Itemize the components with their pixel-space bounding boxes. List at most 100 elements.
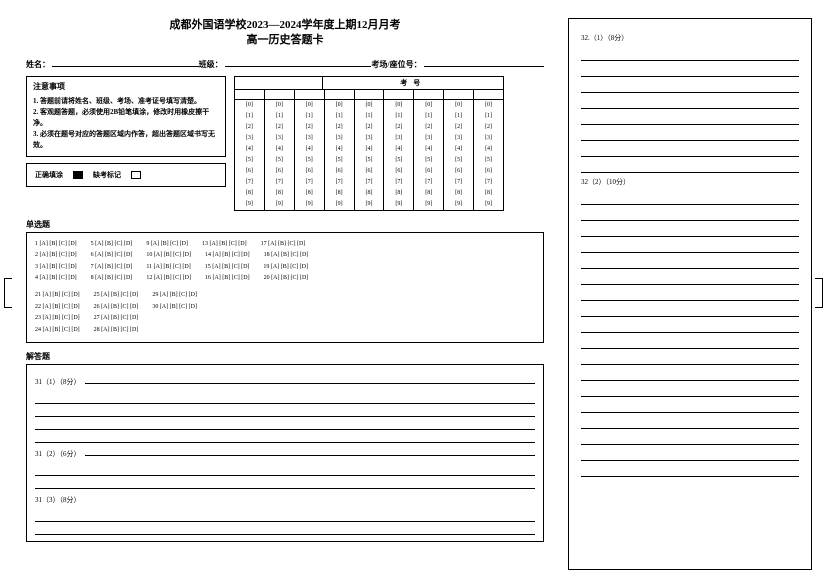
exam-bubble: [5] <box>355 155 385 166</box>
exam-bubble: [1] <box>265 111 295 122</box>
exam-bubble: [3] <box>414 133 444 144</box>
mc-item: 18 [A] [B] [C] [D] <box>264 250 309 261</box>
mc-item: 7 [A] [B] [C] [D] <box>91 262 133 273</box>
mc-item: 9 [A] [B] [C] [D] <box>146 239 188 250</box>
exam-number-grid: 考号 [0][0][0][0][0][0][0][0][0][1][1][1][… <box>234 76 504 211</box>
mc-item: 12 [A] [B] [C] [D] <box>146 273 191 284</box>
exam-bubble: [3] <box>265 133 295 144</box>
mc-row: 22 [A] [B] [C] [D]26 [A] [B] [C] [D]30 [… <box>35 302 535 313</box>
exam-bubble: [0] <box>414 100 444 111</box>
exam-bubble: [2] <box>235 122 265 133</box>
write-line <box>581 93 799 109</box>
write-line <box>581 445 799 461</box>
exam-bubble: [1] <box>355 111 385 122</box>
write-line <box>581 125 799 141</box>
field-name-line <box>52 57 199 67</box>
mc-item: 29 [A] [B] [C] [D] <box>152 290 197 301</box>
write-line <box>35 417 535 430</box>
exam-bubble: [6] <box>325 166 355 177</box>
write-line <box>35 463 535 476</box>
exam-bubble: [9] <box>235 199 265 210</box>
exam-bubble: [1] <box>235 111 265 122</box>
exam-bubble: [8] <box>325 188 355 199</box>
write-line <box>581 317 799 333</box>
exam-bubble: [9] <box>444 199 474 210</box>
exam-num-row: [4][4][4][4][4][4][4][4][4] <box>235 144 503 155</box>
essay-box-31: 31（1）（8分） 31（2）（6分） 31（3）（8分） <box>26 364 544 542</box>
exam-bubble: [0] <box>474 100 503 111</box>
q31-3-label: 31（3）（8分） <box>35 495 535 505</box>
mc-item: 5 [A] [B] [C] [D] <box>91 239 133 250</box>
exam-bubble: [3] <box>444 133 474 144</box>
mc-row: 23 [A] [B] [C] [D]27 [A] [B] [C] [D] <box>35 313 535 324</box>
mc-item: 28 [A] [B] [C] [D] <box>94 325 139 336</box>
write-line <box>35 509 535 522</box>
exam-bubble: [0] <box>384 100 414 111</box>
title-block: 成都外国语学校2023—2024学年度上期12月月考 高一历史答题卡 <box>20 18 550 49</box>
exam-bubble: [4] <box>325 144 355 155</box>
exam-bubble: [6] <box>474 166 503 177</box>
write-line <box>581 253 799 269</box>
notice-heading: 注意事项 <box>33 81 219 94</box>
exam-bubble: [6] <box>295 166 325 177</box>
mc-item: 10 [A] [B] [C] [D] <box>146 250 191 261</box>
write-line <box>581 45 799 61</box>
exam-bubble: [7] <box>474 177 503 188</box>
exam-bubble: [3] <box>295 133 325 144</box>
exam-bubble: [8] <box>235 188 265 199</box>
mc-row: 21 [A] [B] [C] [D]25 [A] [B] [C] [D]29 [… <box>35 290 535 301</box>
exam-bubble: [4] <box>384 144 414 155</box>
exam-bubble: [9] <box>325 199 355 210</box>
exam-num-row: [8][8][8][8][8][8][8][8][8] <box>235 188 503 199</box>
write-line <box>581 301 799 317</box>
mc-item: 11 [A] [B] [C] [D] <box>146 262 190 273</box>
exam-bubble: [7] <box>355 177 385 188</box>
exam-bubble: [2] <box>384 122 414 133</box>
exam-bubble: [6] <box>444 166 474 177</box>
left-column: 成都外国语学校2023—2024学年度上期12月月考 高一历史答题卡 姓名： 班… <box>20 18 550 578</box>
exam-bubble: [6] <box>235 166 265 177</box>
exam-num-row: [6][6][6][6][6][6][6][6][6] <box>235 166 503 177</box>
exam-bubble: [7] <box>444 177 474 188</box>
exam-bubble: [9] <box>414 199 444 210</box>
exam-bubble: [2] <box>295 122 325 133</box>
mc-item: 22 [A] [B] [C] [D] <box>35 302 80 313</box>
exam-bubble: [4] <box>295 144 325 155</box>
essay-section-label: 解答题 <box>26 351 550 362</box>
mc-row: 3 [A] [B] [C] [D]7 [A] [B] [C] [D]11 [A]… <box>35 262 535 273</box>
mark-box: 正确填涂 缺考标记 <box>26 163 226 187</box>
mc-item: 6 [A] [B] [C] [D] <box>91 250 133 261</box>
exam-bubble: [1] <box>474 111 503 122</box>
exam-bubble: [7] <box>235 177 265 188</box>
write-line <box>581 333 799 349</box>
exam-bubble: [8] <box>265 188 295 199</box>
mc-item: 13 [A] [B] [C] [D] <box>202 239 247 250</box>
mc-box: 1 [A] [B] [C] [D]5 [A] [B] [C] [D]9 [A] … <box>26 232 544 343</box>
exam-num-row: [2][2][2][2][2][2][2][2][2] <box>235 122 503 133</box>
mc-item: 23 [A] [B] [C] [D] <box>35 313 80 324</box>
exam-bubble: [8] <box>384 188 414 199</box>
exam-bubble: [9] <box>384 199 414 210</box>
exam-bubble: [5] <box>235 155 265 166</box>
mc-row: 24 [A] [B] [C] [D]28 [A] [B] [C] [D] <box>35 325 535 336</box>
exam-bubble: [7] <box>295 177 325 188</box>
exam-bubble: [0] <box>355 100 385 111</box>
exam-bubble: [6] <box>414 166 444 177</box>
exam-bubble: [0] <box>235 100 265 111</box>
exam-bubble: [2] <box>474 122 503 133</box>
exam-bubble: [4] <box>355 144 385 155</box>
exam-bubble: [9] <box>355 199 385 210</box>
exam-bubble: [4] <box>474 144 503 155</box>
exam-bubble: [2] <box>325 122 355 133</box>
exam-bubble: [2] <box>414 122 444 133</box>
exam-bubble: [1] <box>295 111 325 122</box>
exam-num-row: [7][7][7][7][7][7][7][7][7] <box>235 177 503 188</box>
exam-bubble: [4] <box>235 144 265 155</box>
write-line <box>581 413 799 429</box>
write-line <box>35 404 535 417</box>
exam-bubble: [3] <box>474 133 503 144</box>
exam-bubble: [5] <box>444 155 474 166</box>
mc-item: 20 [A] [B] [C] [D] <box>264 273 309 284</box>
exam-hdr-cell <box>265 89 295 99</box>
write-line <box>581 61 799 77</box>
